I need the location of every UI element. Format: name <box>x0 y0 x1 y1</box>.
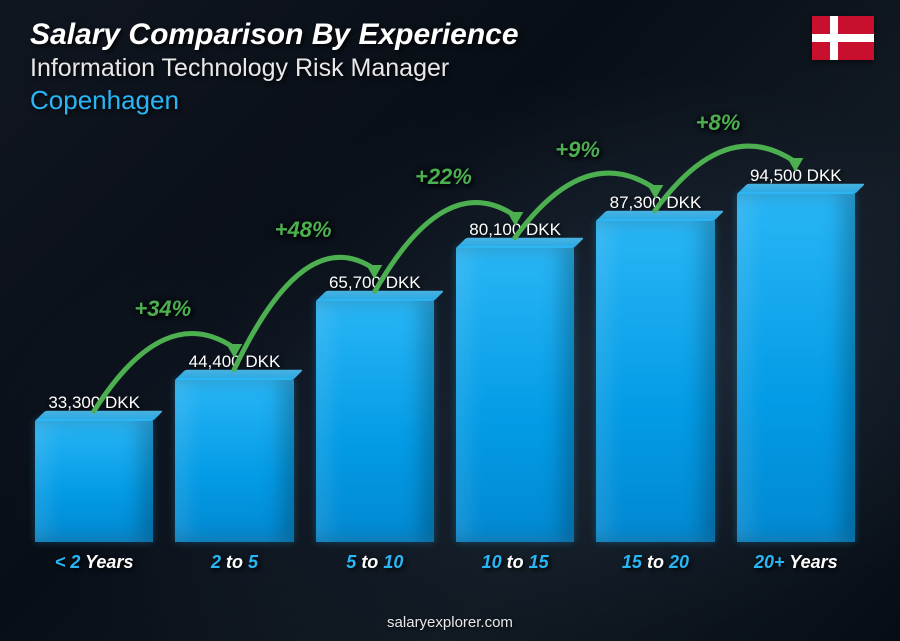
flag-denmark-icon <box>812 16 874 60</box>
bar <box>316 299 434 542</box>
bar <box>596 219 714 542</box>
chart-column: 33,300 DKK < 2 Years <box>30 120 158 573</box>
chart-column: 94,500 DKK 20+ Years <box>732 120 860 573</box>
chart-column: 44,400 DKK 2 to 5 <box>170 120 298 573</box>
chart-title: Salary Comparison By Experience <box>30 18 870 52</box>
bar-category-label: 5 to 10 <box>346 552 403 573</box>
bar-category-label: 15 to 20 <box>622 552 689 573</box>
bar-value-label: 80,100 DKK <box>469 220 561 240</box>
bar-chart: 33,300 DKK< 2 Years44,400 DKK2 to 565,70… <box>30 120 860 573</box>
bar <box>456 246 574 542</box>
bar <box>35 419 153 542</box>
pct-change-label: +8% <box>696 110 741 136</box>
chart-city: Copenhagen <box>30 85 870 116</box>
bar-wrap: 87,300 DKK <box>591 120 719 542</box>
bar-category-label: 10 to 15 <box>482 552 549 573</box>
pct-change-label: +22% <box>415 164 472 190</box>
bar <box>737 192 855 542</box>
header: Salary Comparison By Experience Informat… <box>30 18 870 116</box>
bar-wrap: 44,400 DKK <box>170 120 298 542</box>
pct-change-label: +9% <box>555 137 600 163</box>
bar-wrap: 33,300 DKK <box>30 120 158 542</box>
bar-value-label: 44,400 DKK <box>189 352 281 372</box>
chart-subtitle: Information Technology Risk Manager <box>30 54 870 83</box>
bar-value-label: 33,300 DKK <box>48 393 140 413</box>
footer-credit: salaryexplorer.com <box>0 614 900 631</box>
bar <box>175 378 293 542</box>
pct-change-label: +34% <box>134 296 191 322</box>
infographic: Salary Comparison By Experience Informat… <box>0 0 900 641</box>
bar-category-label: 2 to 5 <box>211 552 258 573</box>
chart-column: 87,300 DKK 15 to 20 <box>591 120 719 573</box>
bar-category-label: 20+ Years <box>754 552 838 573</box>
bar-wrap: 94,500 DKK <box>732 120 860 542</box>
pct-change-label: +48% <box>275 217 332 243</box>
bar-category-label: < 2 Years <box>55 552 134 573</box>
